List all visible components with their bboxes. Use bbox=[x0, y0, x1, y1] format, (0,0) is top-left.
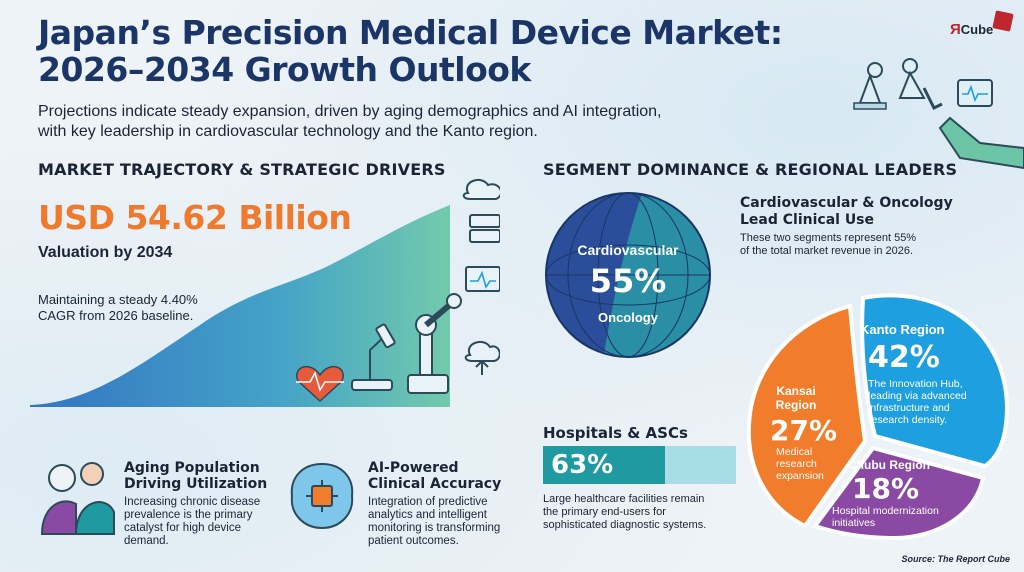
chubu-value: 18% bbox=[852, 472, 920, 505]
hospitals-bar-fill: 63% bbox=[543, 446, 665, 484]
microscope-icon bbox=[351, 323, 396, 391]
ai-brain-icon bbox=[290, 462, 354, 530]
title-line-2: 2026–2034 Growth Outlook bbox=[38, 50, 531, 89]
cagr-text: Maintaining a steady 4.40% CAGR from 202… bbox=[38, 292, 198, 323]
valuation-label: Valuation by 2034 bbox=[38, 244, 173, 261]
feature-aging-text: Increasing chronic disease prevalence is… bbox=[124, 496, 261, 547]
logo-cube-icon bbox=[992, 10, 1014, 32]
server-icon bbox=[469, 214, 500, 243]
logo: ЯCube bbox=[950, 10, 1014, 42]
growth-area bbox=[30, 205, 450, 407]
source-note: Source: The Report Cube bbox=[901, 554, 1010, 564]
elderly-couple-icon bbox=[40, 462, 115, 535]
kansai-slice bbox=[746, 303, 868, 529]
robotic-arm-icon bbox=[853, 58, 1024, 170]
right-section-title: SEGMENT DOMINANCE & REGIONAL LEADERS bbox=[543, 160, 958, 179]
cloud-icon bbox=[462, 178, 500, 200]
page-title: Japan’s Precision Medical Device Market:… bbox=[38, 14, 838, 88]
heart-icon bbox=[296, 365, 344, 403]
monitor-icon bbox=[465, 266, 500, 292]
kanto-slice bbox=[860, 293, 1010, 469]
kansai-desc: Medical research expansion bbox=[776, 446, 824, 482]
subtitle-line-2: with key leadership in cardiovascular te… bbox=[38, 123, 538, 140]
hospitals-text: Large healthcare facilities remain the p… bbox=[543, 493, 707, 531]
subtitle-line-1: Projections indicate steady expansion, d… bbox=[38, 103, 662, 120]
chubu-slice bbox=[811, 445, 986, 541]
left-section-title: MARKET TRAJECTORY & STRATEGIC DRIVERS bbox=[38, 160, 446, 179]
feature-ai-text: Integration of predictive analytics and … bbox=[368, 496, 501, 547]
kanto-desc: The Innovation Hub, leading via advanced… bbox=[868, 378, 967, 426]
growth-area-chart bbox=[30, 178, 500, 407]
segment-share-value: 55% bbox=[589, 262, 667, 300]
clinical-text: These two segments represent 55% of the … bbox=[740, 232, 917, 257]
feature-ai-title: AI-Powered Clinical Accuracy bbox=[368, 460, 502, 492]
cloud-upload-icon bbox=[464, 340, 500, 375]
logo-r: Я bbox=[950, 20, 961, 38]
robot-arm-icon bbox=[407, 293, 462, 394]
chubu-label: Chubu Region bbox=[848, 458, 930, 472]
valuation-value: USD 54.62 Billion bbox=[38, 198, 352, 237]
title-line-1: Japan’s Precision Medical Device Market: bbox=[38, 13, 783, 52]
segment-circle: Cardiovascular 55% Oncology bbox=[543, 190, 713, 365]
oncology-label: Oncology bbox=[598, 310, 658, 325]
chubu-desc: Hospital modernization initiatives bbox=[832, 505, 939, 529]
kansai-value: 27% bbox=[770, 414, 838, 447]
page-subtitle: Projections indicate steady expansion, d… bbox=[38, 102, 758, 142]
kansai-label: Kansai Region bbox=[775, 384, 817, 412]
kanto-label: Kanto Region bbox=[860, 322, 945, 337]
cardiovascular-label: Cardiovascular bbox=[577, 242, 679, 258]
logo-cube-text: Cube bbox=[960, 21, 994, 37]
hospitals-value: 63% bbox=[551, 450, 614, 480]
hospitals-bar: 63% bbox=[543, 446, 736, 484]
regional-pie bbox=[746, 293, 1010, 541]
segment-globe bbox=[545, 192, 711, 358]
kanto-value: 42% bbox=[868, 340, 940, 375]
feature-aging-title: Aging Population Driving Utilization bbox=[124, 460, 268, 492]
hospitals-title: Hospitals & ASCs bbox=[543, 424, 688, 442]
clinical-heading: Cardiovascular & Oncology Lead Clinical … bbox=[740, 195, 953, 228]
